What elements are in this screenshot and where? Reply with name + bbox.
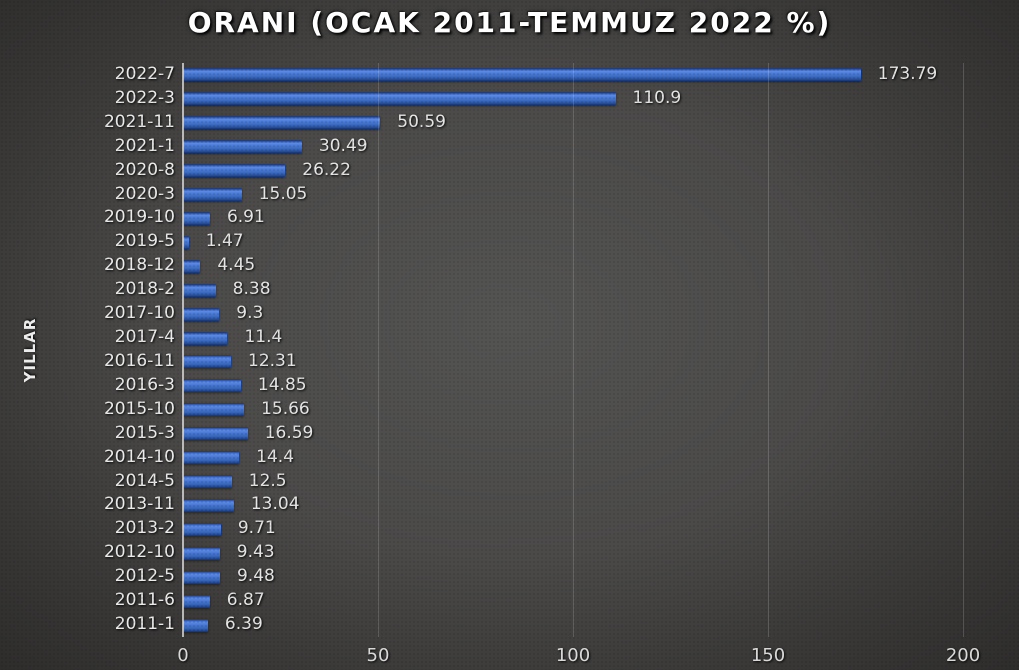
bar xyxy=(183,259,201,273)
value-label: 15.66 xyxy=(261,398,310,419)
gridline xyxy=(378,63,379,637)
category-label: 2020-8 xyxy=(114,159,175,180)
category-label: 2021-11 xyxy=(103,111,175,132)
bar xyxy=(183,379,241,393)
bar xyxy=(183,140,302,154)
value-label: 8.38 xyxy=(232,279,271,300)
bar xyxy=(183,475,232,489)
bar xyxy=(183,283,216,297)
value-label: 1.47 xyxy=(205,231,244,252)
category-label: 2013-2 xyxy=(114,518,175,539)
gridline xyxy=(573,63,574,637)
value-label: 9.48 xyxy=(236,566,275,587)
category-label: 2019-5 xyxy=(114,231,175,252)
bar xyxy=(183,570,220,584)
bar xyxy=(183,594,210,608)
bar xyxy=(183,331,228,345)
value-label: 12.5 xyxy=(248,470,287,491)
category-label: 2022-7 xyxy=(114,63,175,84)
category-label: 2013-11 xyxy=(103,494,175,515)
category-label: 2021-1 xyxy=(114,135,175,156)
category-label: 2016-3 xyxy=(114,374,175,395)
value-label: 13.04 xyxy=(250,494,300,515)
category-label: 2011-6 xyxy=(114,590,175,611)
value-label: 50.59 xyxy=(397,111,446,132)
x-tick-label: 200 xyxy=(945,645,981,666)
bar xyxy=(183,498,234,512)
y-axis-label: YILLAR xyxy=(21,317,39,383)
value-label: 16.59 xyxy=(264,422,314,443)
bar xyxy=(183,188,242,202)
value-label: 6.87 xyxy=(226,590,265,611)
y-axis-line xyxy=(182,63,184,637)
gridline xyxy=(963,63,964,637)
bar xyxy=(183,92,616,106)
category-label: 2014-10 xyxy=(103,446,175,467)
category-label: 2017-10 xyxy=(103,303,175,324)
bar xyxy=(183,522,221,536)
bar xyxy=(183,355,231,369)
value-label: 15.05 xyxy=(258,183,308,204)
bar xyxy=(183,618,208,632)
chart-title: ORANI (OCAK 2011-TEMMUZ 2022 %) xyxy=(187,6,832,39)
bar xyxy=(183,427,248,441)
category-label: 2011-1 xyxy=(114,614,175,635)
bar xyxy=(183,68,861,82)
bar xyxy=(183,546,220,560)
value-label: 14.4 xyxy=(256,446,295,467)
bar xyxy=(183,235,189,249)
x-tick-label: 0 xyxy=(177,645,189,666)
bar xyxy=(183,403,245,417)
bar xyxy=(183,451,240,465)
value-label: 9.3 xyxy=(236,303,264,324)
value-label: 14.85 xyxy=(257,374,307,395)
category-label: 2018-2 xyxy=(114,279,175,300)
value-label: 6.91 xyxy=(226,207,265,228)
category-label: 2014-5 xyxy=(114,470,175,491)
category-label: 2016-11 xyxy=(103,350,175,371)
bar xyxy=(183,164,286,178)
value-label: 6.39 xyxy=(224,614,263,635)
value-label: 110.9 xyxy=(632,87,682,108)
category-label: 2017-4 xyxy=(114,327,175,348)
value-label: 26.22 xyxy=(302,159,351,180)
x-tick-label: 100 xyxy=(555,645,591,666)
category-label: 2012-10 xyxy=(103,542,175,563)
category-label: 2015-3 xyxy=(114,422,175,443)
value-label: 9.43 xyxy=(236,542,275,563)
x-tick-label: 50 xyxy=(366,645,390,666)
category-label: 2019-10 xyxy=(103,207,175,228)
value-label: 9.71 xyxy=(237,518,276,539)
bar xyxy=(183,307,220,321)
value-label: 11.4 xyxy=(244,327,283,348)
category-label: 2015-10 xyxy=(103,398,175,419)
x-tick-label: 150 xyxy=(750,645,786,666)
category-label: 2022-3 xyxy=(114,87,175,108)
gridline xyxy=(768,63,769,637)
bar xyxy=(183,116,381,130)
value-label: 4.45 xyxy=(217,255,256,276)
bar xyxy=(183,211,210,225)
value-label: 173.79 xyxy=(877,63,938,84)
value-label: 12.31 xyxy=(248,350,297,371)
plot-area xyxy=(182,63,964,637)
category-label: 2020-3 xyxy=(114,183,175,204)
value-label: 30.49 xyxy=(318,135,368,156)
category-label: 2018-12 xyxy=(103,255,175,276)
category-label: 2012-5 xyxy=(114,566,175,587)
